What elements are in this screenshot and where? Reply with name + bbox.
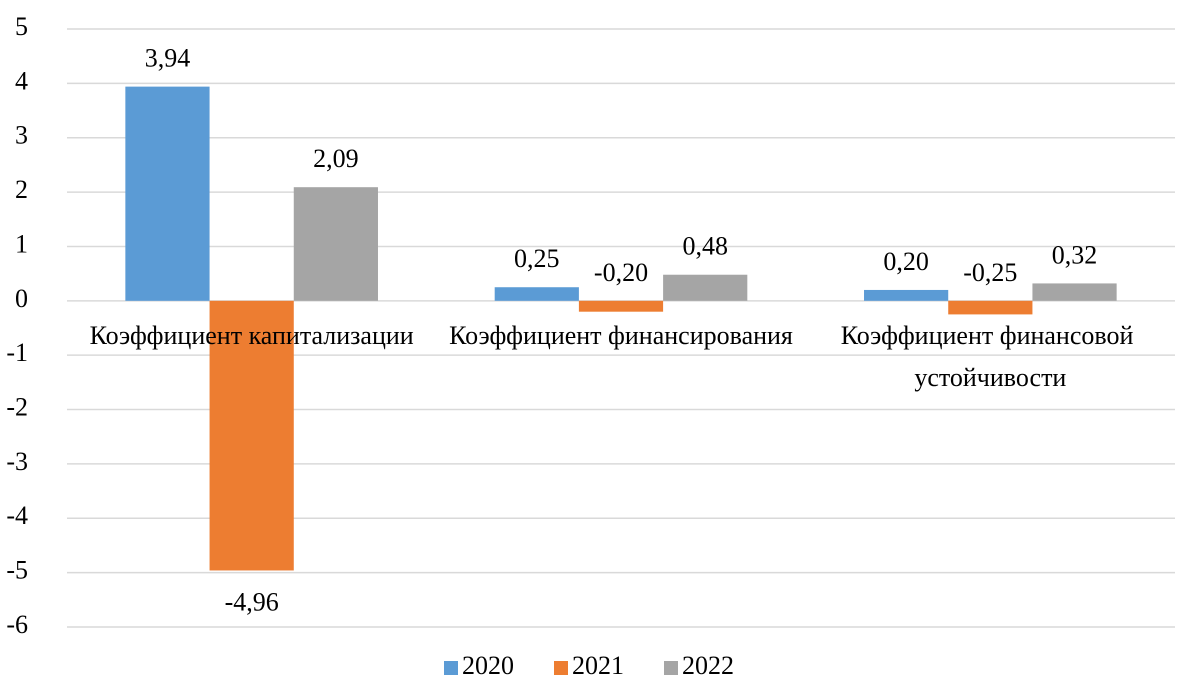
legend-swatch (444, 661, 458, 675)
x-tick-label: Коэффициент финансирования (449, 321, 793, 350)
y-tick-label: -2 (6, 393, 28, 422)
bar (578, 300, 664, 312)
data-label: -0,25 (963, 258, 1017, 287)
y-tick-label: -4 (6, 501, 28, 530)
y-tick-label: -3 (6, 447, 28, 476)
bar (494, 287, 579, 301)
legend-label: 2022 (682, 651, 734, 680)
x-tick-label: Коэффициент капитализации (90, 321, 414, 350)
y-tick-label: 0 (15, 284, 28, 313)
data-label: 0,48 (682, 232, 728, 261)
bar (293, 187, 378, 301)
bar (864, 289, 949, 301)
legend-swatch (664, 661, 678, 675)
bar (948, 300, 1033, 315)
data-label: 0,25 (514, 244, 560, 273)
data-label: -0,20 (594, 258, 648, 287)
data-label: 0,32 (1052, 240, 1098, 269)
bar (209, 300, 294, 571)
legend-label: 2020 (462, 651, 514, 680)
y-tick-label: -1 (6, 338, 28, 367)
bar (125, 86, 210, 301)
data-label: 2,09 (313, 144, 359, 173)
y-tick-label: 4 (15, 66, 28, 95)
bar (663, 274, 748, 301)
legend-swatch (554, 661, 568, 675)
y-tick-label: 1 (15, 229, 28, 258)
data-label: -4,96 (225, 587, 279, 616)
y-tick-label: 2 (15, 175, 28, 204)
legend-label: 2021 (572, 651, 624, 680)
data-label: 3,94 (145, 44, 191, 73)
bar (1032, 283, 1117, 301)
data-label: 0,20 (883, 247, 929, 276)
y-tick-label: -5 (6, 556, 28, 585)
y-tick-label: 5 (15, 12, 28, 41)
y-tick-label: 3 (15, 121, 28, 150)
x-tick-label: Коэффициент финансовой устойчивости (841, 321, 1140, 392)
y-tick-label: -6 (6, 610, 28, 639)
